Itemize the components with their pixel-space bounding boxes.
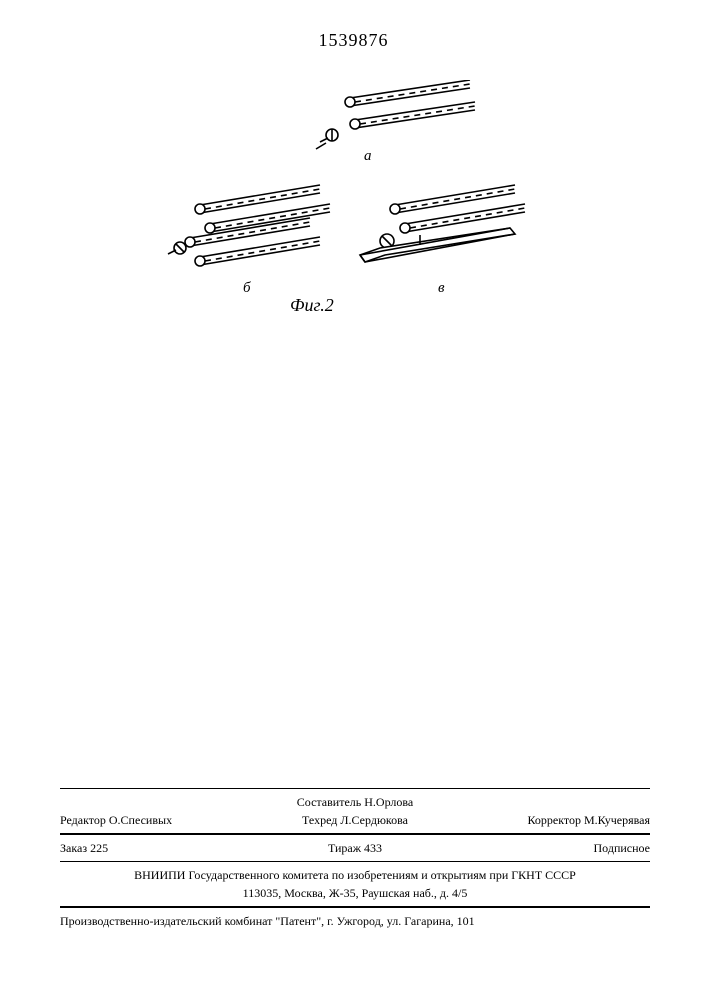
credits-row-2: Редактор О.Спесивых Техред Л.Сердюкова К… [60,811,650,829]
tirazh-label: Тираж [328,841,361,855]
footer-rule-2 [60,833,650,835]
corrector-label: Корректор [528,813,582,827]
org-line-2: 113035, Москва, Ж-35, Раушская наб., д. … [60,884,650,902]
footer-rule-3 [60,861,650,862]
figure-area: а [150,80,550,330]
order-num: 225 [90,841,108,855]
compiler-name: Н.Орлова [364,795,413,809]
page: 1539876 [0,0,707,1000]
credits-row-1: Составитель Н.Орлова [60,793,650,811]
techred-label: Техред [302,813,337,827]
figure-caption: Фиг.2 [290,295,334,316]
figure-svg: а [150,80,550,330]
compiler-label: Составитель [297,795,361,809]
subfigure-v-label: в [438,280,445,296]
patent-number: 1539876 [0,30,707,51]
order-label: Заказ [60,841,87,855]
subfigure-a-label: а [364,148,372,164]
editor-label: Редактор [60,813,106,827]
subfigure-v [360,185,525,262]
footer-rule-1 [60,788,650,789]
techred-name: Л.Сердюкова [340,813,408,827]
footer-block: Составитель Н.Орлова Редактор О.Спесивых… [60,784,650,930]
corrector-name: М.Кучерявая [584,813,650,827]
subfigure-a [316,80,475,149]
subfigure-b [168,185,330,266]
org-line-1: ВНИИПИ Государственного комитета по изоб… [60,866,650,884]
prod-line: Производственно-издательский комбинат "П… [60,912,650,930]
subscription: Подписное [594,841,651,855]
tirazh-num: 433 [364,841,382,855]
editor-name: О.Спесивых [109,813,172,827]
order-row: Заказ 225 Тираж 433 Подписное [60,839,650,857]
footer-rule-4 [60,906,650,908]
subfigure-b-label: б [243,280,251,296]
